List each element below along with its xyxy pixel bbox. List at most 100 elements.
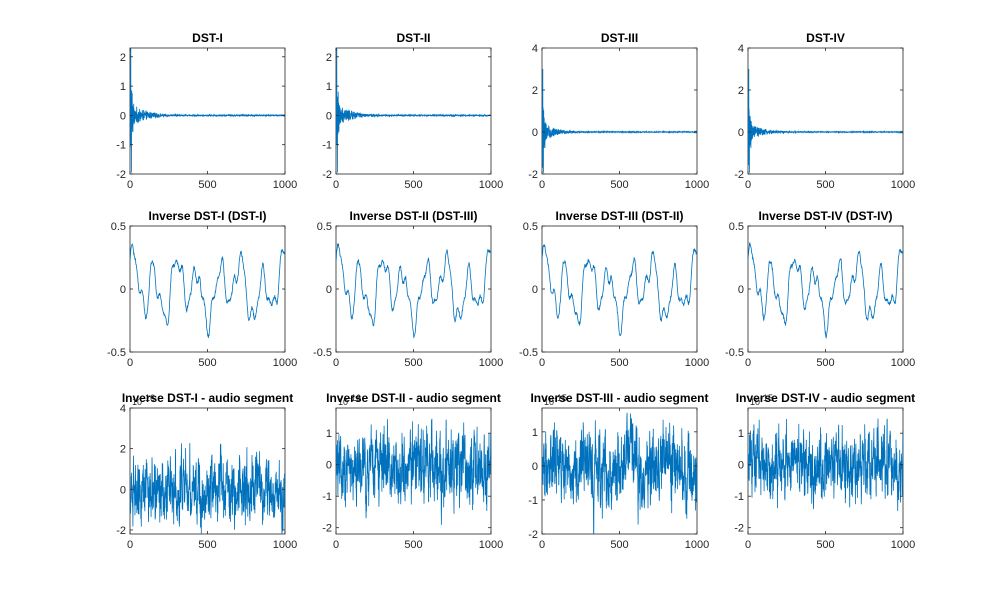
y-tick-label: 0	[120, 484, 126, 496]
subplot-2: 0 500 1000 -2 -1 0 1 2 DST-II	[322, 31, 503, 191]
y-tick-label: 0	[532, 127, 538, 139]
x-tick-label: 0	[333, 357, 339, 369]
x-tick-label: 500	[610, 357, 628, 369]
y-tick-label: -2	[322, 169, 332, 181]
x-tick-label: 1000	[479, 539, 503, 551]
series-line	[542, 68, 697, 173]
y-tick-label: 0	[738, 127, 744, 139]
x-tick-label: 500	[198, 357, 216, 369]
y-tick-label: 2	[532, 85, 538, 97]
y-tick-label: -1	[322, 491, 332, 503]
x-tick-label: 500	[816, 179, 834, 191]
axes-box	[129, 407, 286, 535]
y-tick-label: 1	[326, 428, 332, 440]
subplot-title: Inverse DST-I - audio segment	[122, 391, 293, 405]
x-tick-label: 500	[610, 539, 628, 551]
y-tick-label: 0	[326, 460, 332, 472]
y-tick-label: -1	[734, 491, 744, 503]
y-tick-label: 0	[120, 284, 126, 296]
series-line	[748, 68, 903, 173]
x-tick-label: 0	[539, 539, 545, 551]
x-tick-label: 1000	[479, 179, 503, 191]
y-tick-label: 2	[738, 85, 744, 97]
subplot-title: Inverse DST-II - audio segment	[326, 391, 501, 405]
series-line	[130, 243, 285, 338]
subplot-title: Inverse DST-III - audio segment	[530, 391, 708, 405]
y-tick-label: 0.5	[317, 221, 332, 233]
x-tick-label: 1000	[891, 357, 915, 369]
x-tick-label: 0	[127, 179, 133, 191]
axes-box	[129, 47, 286, 175]
y-tick-label: 0.5	[111, 221, 126, 233]
y-tick-label: -2	[116, 525, 126, 537]
x-tick-label: 500	[198, 539, 216, 551]
x-tick-label: 0	[539, 357, 545, 369]
y-tick-label: 0	[120, 110, 126, 122]
x-tick-label: 500	[816, 539, 834, 551]
series-line	[542, 412, 697, 534]
subplot-title: Inverse DST-I (DST-I)	[148, 209, 266, 223]
series-line	[748, 418, 903, 512]
x-tick-label: 500	[198, 179, 216, 191]
y-tick-label: -2	[116, 169, 126, 181]
series-line	[336, 418, 491, 525]
series-line	[336, 48, 491, 173]
subplot-title: Inverse DST-II (DST-III)	[349, 209, 477, 223]
y-tick-label: -0.5	[107, 347, 126, 359]
y-tick-label: 4	[532, 43, 538, 55]
x-tick-label: 1000	[891, 179, 915, 191]
x-tick-label: 0	[745, 539, 751, 551]
x-tick-label: 1000	[685, 539, 709, 551]
x-tick-label: 0	[333, 179, 339, 191]
y-tick-label: 2	[120, 52, 126, 64]
y-tick-label: 0.5	[523, 221, 538, 233]
y-tick-label: -0.5	[313, 347, 332, 359]
y-tick-label: -2	[734, 169, 744, 181]
y-tick-label: 4	[120, 403, 126, 415]
y-tick-label: -1	[116, 140, 126, 152]
y-tick-label: 0.5	[729, 221, 744, 233]
y-tick-label: -2	[734, 523, 744, 535]
x-tick-label: 500	[610, 179, 628, 191]
y-tick-label: 0	[532, 284, 538, 296]
subplot-title: Inverse DST-IV (DST-IV)	[758, 209, 892, 223]
subplot-title: DST-I	[192, 31, 223, 45]
y-tick-label: -1	[322, 140, 332, 152]
x-tick-label: 1000	[273, 539, 297, 551]
y-exponent-label: 10-16	[132, 393, 155, 407]
x-tick-label: 500	[404, 179, 422, 191]
x-tick-label: 0	[539, 179, 545, 191]
y-tick-label: 1	[120, 81, 126, 93]
x-tick-label: 1000	[479, 357, 503, 369]
subplot-1: 0 500 1000 -2 -1 0 1 2 DST-I	[116, 31, 297, 191]
y-tick-label: 1	[738, 428, 744, 440]
x-tick-label: 500	[404, 539, 422, 551]
x-tick-label: 0	[127, 357, 133, 369]
y-tick-label: 0	[326, 110, 332, 122]
series-line	[130, 443, 285, 534]
y-tick-label: -2	[528, 169, 538, 181]
x-tick-label: 1000	[685, 357, 709, 369]
x-tick-label: 1000	[273, 179, 297, 191]
y-exponent-label: 10-15	[544, 393, 567, 407]
y-tick-label: 1	[532, 427, 538, 439]
subplot-title: Inverse DST-IV - audio segment	[736, 391, 915, 405]
series-line	[130, 48, 285, 173]
y-tick-label: 2	[120, 444, 126, 456]
y-exponent-label: 10-16	[338, 393, 361, 407]
x-tick-label: 1000	[891, 539, 915, 551]
axes-box	[747, 47, 904, 175]
subplot-title: DST-III	[601, 31, 638, 45]
y-tick-label: 4	[738, 43, 744, 55]
y-tick-label: 1	[326, 81, 332, 93]
x-tick-label: 0	[127, 539, 133, 551]
subplot-title: Inverse DST-III (DST-II)	[555, 209, 683, 223]
